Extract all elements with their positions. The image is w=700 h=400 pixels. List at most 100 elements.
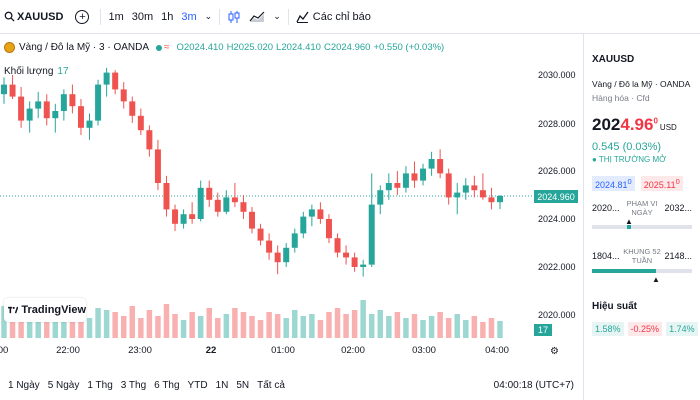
volume-bar xyxy=(266,312,272,338)
bid-value: 2024.81 xyxy=(595,180,628,190)
chevron-down-icon: ⌄ xyxy=(204,11,213,21)
candle-body xyxy=(1,84,7,95)
candle-body xyxy=(283,247,290,263)
timeframe-1m[interactable]: 1m xyxy=(108,10,124,23)
candle-body xyxy=(343,252,350,258)
price-axis[interactable]: 2030.000 2028.000 2026.000 2024.000 2022… xyxy=(532,34,582,354)
volume-bar xyxy=(9,314,16,338)
candle-body xyxy=(437,159,444,174)
volume-bar xyxy=(360,300,366,338)
perf-value[interactable]: -0.25% xyxy=(627,322,663,336)
market-status-text: THỊ TRƯỜNG MỞ xyxy=(598,155,666,164)
range-1y[interactable]: 1N xyxy=(215,379,229,391)
volume-bar xyxy=(300,316,307,338)
compare-add-button[interactable]: + xyxy=(75,9,90,24)
logo-text: TradingView xyxy=(21,304,86,316)
indicators-label: Các chỉ báo xyxy=(312,10,371,23)
candle-body xyxy=(351,257,358,267)
volume-bar xyxy=(411,314,418,338)
candle-body xyxy=(120,89,127,102)
volume-bar xyxy=(138,318,144,338)
chart-settings-button[interactable]: ⚙ xyxy=(550,346,559,357)
range-5y[interactable]: 5N xyxy=(236,379,250,391)
perf-value[interactable]: 1.74% xyxy=(666,322,698,336)
chevron-down-icon: ⌄ xyxy=(273,11,281,21)
area-style-button[interactable] xyxy=(245,0,269,33)
volume-bar xyxy=(146,310,153,338)
candle-body xyxy=(291,233,298,248)
change-value: +0.550 (+0.03%) xyxy=(373,42,445,53)
candle-body xyxy=(95,84,102,121)
volume-bar xyxy=(274,314,281,338)
candlestick-chart[interactable] xyxy=(0,34,532,346)
chart-canvas[interactable] xyxy=(0,34,582,370)
candle-body xyxy=(308,209,315,217)
performance-values: 1.58% -0.25% 1.74% xyxy=(592,322,698,336)
tradingview-logo[interactable]: TradingView xyxy=(4,298,86,322)
candle-body xyxy=(497,195,503,203)
performance-title: Hiệu suất xyxy=(592,301,638,312)
clock-timezone[interactable]: 04:00:18 (UTC+7) xyxy=(493,379,574,391)
range-5d[interactable]: 5 Ngày xyxy=(47,379,80,391)
day-range-label: PHẠM VI NGÀY xyxy=(626,199,658,217)
tradingview-logo-icon xyxy=(8,306,19,314)
price-currency: USD xyxy=(659,123,677,132)
timeframe-30m[interactable]: 30m xyxy=(131,10,154,23)
perf-value[interactable]: 1.58% xyxy=(592,322,624,336)
candle-body xyxy=(69,94,76,107)
area-chart-icon xyxy=(249,11,265,22)
timeframe-dropdown[interactable]: ⌄ xyxy=(201,0,217,33)
volume-bar xyxy=(283,318,289,338)
volume-bar xyxy=(223,314,230,338)
range-all[interactable]: Tất cả xyxy=(257,379,285,391)
market-status-pill[interactable]: ≈ xyxy=(153,42,173,53)
open-value: O2024.410 xyxy=(176,42,224,53)
low-value: L2024.410 xyxy=(276,42,321,53)
day-range: 2020... PHẠM VI NGÀY 2032... ▲ xyxy=(592,199,692,239)
timeframe-3m[interactable]: 3m xyxy=(181,10,197,23)
symbol-search[interactable]: XAUUSD xyxy=(0,0,67,33)
side-symbol[interactable]: XAUUSD xyxy=(592,54,635,65)
candle-style-button[interactable] xyxy=(223,0,245,33)
candle-body xyxy=(103,72,110,85)
candle-body xyxy=(35,101,42,109)
candle-body xyxy=(9,84,16,97)
week52-range-marker-icon: ▲ xyxy=(652,275,660,284)
day-range-bar xyxy=(592,225,692,229)
volume-bar xyxy=(197,316,204,338)
bid-ask: 2024.810 2025.110 xyxy=(592,176,692,191)
candle-body xyxy=(257,228,264,241)
range-1m[interactable]: 1 Thg xyxy=(87,379,113,391)
ask-price: 2025.110 xyxy=(640,176,683,191)
top-toolbar: XAUUSD + 1m 30m 1h 3m ⌄ ⌄ Các chỉ báo xyxy=(0,0,700,34)
price-tick: 2020.000 xyxy=(538,310,576,320)
day-range-high: 2032... xyxy=(664,203,692,213)
range-6m[interactable]: 6 Thg xyxy=(154,379,180,391)
ohlc-values: O2024.410 H2025.020 L2024.410 C2024.960 … xyxy=(177,42,445,53)
time-tick: 04:00 xyxy=(485,345,509,356)
volume-bar xyxy=(112,312,118,338)
range-3m[interactable]: 3 Thg xyxy=(120,379,147,391)
time-axis[interactable]: 00 22:00 23:00 22 01:00 02:00 03:00 04:0… xyxy=(0,345,532,361)
divider xyxy=(287,8,289,25)
chart-legend: Vàng / Đô la Mỹ · 3 · OANDA ≈ O2024.410 … xyxy=(4,42,444,53)
timeframe-1h[interactable]: 1h xyxy=(161,10,174,23)
candle-body xyxy=(77,106,84,128)
divider xyxy=(219,8,221,25)
candle-body xyxy=(479,190,486,198)
volume-bar xyxy=(386,316,392,338)
candle-body xyxy=(360,264,367,267)
chart-type-dropdown[interactable]: ⌄ xyxy=(269,0,285,33)
candle-body xyxy=(172,209,179,224)
price-tick: 2026.000 xyxy=(538,166,576,176)
candle-body xyxy=(266,240,273,253)
candle-body xyxy=(274,252,281,263)
range-ytd[interactable]: YTD xyxy=(187,379,208,391)
range-1d[interactable]: 1 Ngày xyxy=(8,379,40,391)
approx-icon: ≈ xyxy=(164,42,170,53)
indicators-button[interactable]: Các chỉ báo xyxy=(292,0,375,33)
volume-bar xyxy=(35,317,41,338)
candle-body xyxy=(18,96,25,121)
volume-bar xyxy=(120,316,127,338)
volume-bar xyxy=(206,308,212,338)
